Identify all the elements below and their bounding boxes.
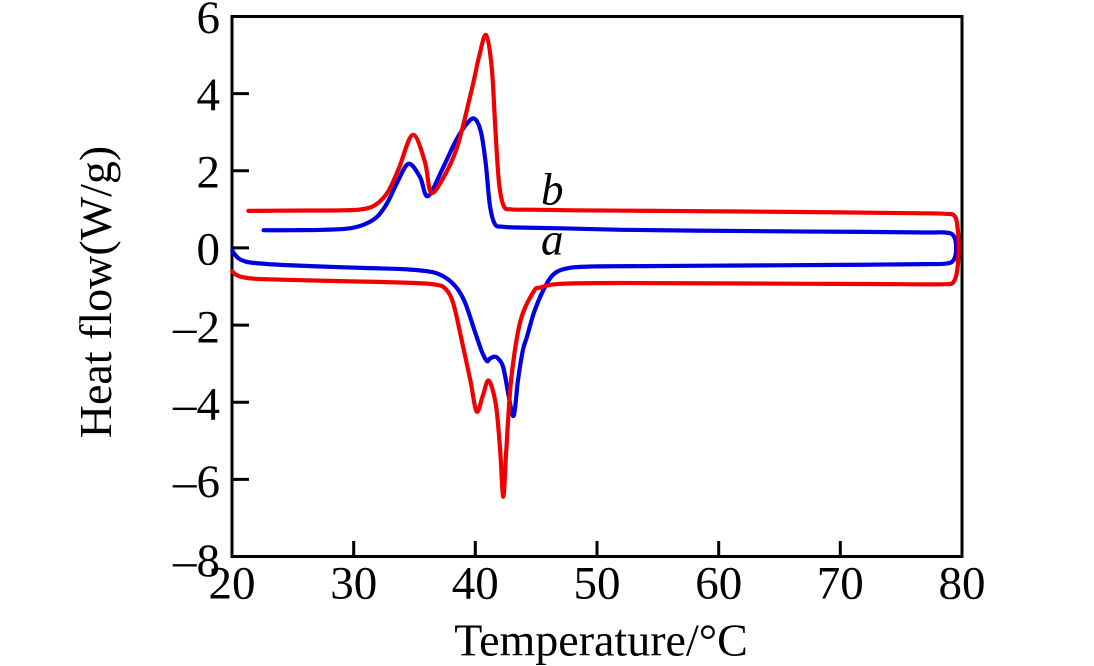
svg-text:60: 60	[695, 558, 742, 610]
svg-text:4: 4	[197, 69, 221, 121]
svg-text:20: 20	[209, 558, 256, 610]
svg-text:–4: –4	[172, 379, 220, 431]
svg-text:0: 0	[197, 223, 221, 275]
svg-text:–2: –2	[172, 302, 220, 354]
svg-text:Heat flow(W/g): Heat flow(W/g)	[70, 146, 121, 439]
svg-text:Temperature/°C: Temperature/°C	[454, 615, 748, 666]
svg-text:80: 80	[939, 558, 986, 610]
svg-text:–8: –8	[172, 535, 220, 587]
svg-text:b: b	[541, 165, 564, 215]
svg-text:–6: –6	[172, 456, 220, 508]
svg-text:a: a	[541, 215, 564, 265]
svg-text:2: 2	[197, 146, 221, 198]
svg-text:40: 40	[452, 558, 499, 610]
svg-text:6: 6	[197, 0, 221, 44]
svg-text:70: 70	[817, 558, 864, 610]
svg-text:30: 30	[330, 558, 377, 610]
svg-text:50: 50	[574, 558, 621, 610]
